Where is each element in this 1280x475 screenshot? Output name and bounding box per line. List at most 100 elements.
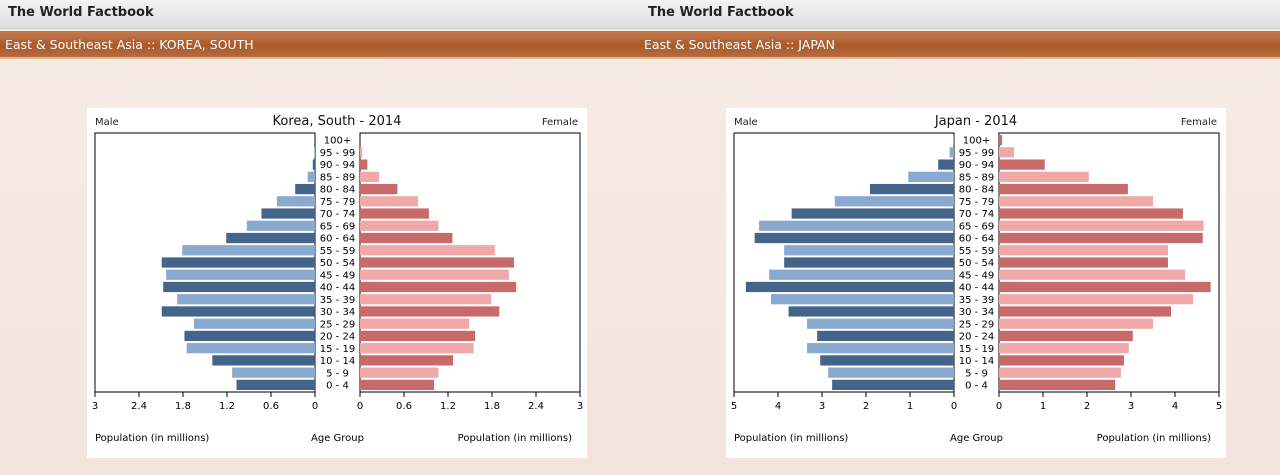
x-tick-label: 2 [1084, 401, 1090, 412]
female-bar [360, 355, 454, 366]
male-bar [194, 318, 315, 329]
male-bar [232, 367, 315, 378]
male-bar [791, 208, 954, 219]
x-tick-label: 3 [92, 401, 98, 412]
x-tick-label: 3 [577, 401, 583, 412]
female-bar [360, 171, 380, 182]
age-group-label: 20 - 24 [959, 332, 994, 343]
age-group-label: 70 - 74 [959, 209, 994, 220]
x-tick-label: 2.4 [528, 401, 544, 412]
app-titlebar: The World Factbook [640, 0, 1280, 29]
age-group-label: 75 - 79 [959, 197, 994, 208]
male-bar [820, 355, 954, 366]
region-header: East & Southeast Asia :: KOREA, SOUTH [0, 31, 640, 59]
male-bar [807, 343, 954, 354]
age-group-label: 100+ [963, 136, 990, 147]
app-title: The World Factbook [648, 5, 794, 20]
age-group-label: 5 - 9 [326, 368, 349, 379]
age-group-label: 50 - 54 [320, 258, 355, 269]
x-axis-label-center: Age Group [950, 433, 1003, 444]
male-bar [161, 306, 315, 317]
male-bar [236, 379, 315, 390]
male-bar [949, 147, 954, 158]
female-bar [999, 196, 1153, 207]
age-group-label: 95 - 99 [959, 148, 994, 159]
age-group-label: 75 - 79 [320, 197, 355, 208]
female-bar [360, 306, 500, 317]
male-bar [745, 281, 954, 293]
female-bar [360, 208, 429, 219]
female-bar [999, 379, 1116, 390]
female-bar [999, 135, 1003, 146]
x-tick-label: 0 [951, 401, 957, 412]
x-tick-label: 2 [863, 401, 869, 412]
male-bar [834, 196, 954, 207]
age-group-label: 0 - 4 [965, 381, 988, 392]
x-tick-label: 1.8 [484, 401, 500, 412]
male-bar [784, 245, 954, 256]
female-bar [999, 306, 1172, 317]
x-axis-label-left: Population (in millions) [734, 433, 848, 444]
age-group-label: 0 - 4 [326, 381, 349, 392]
x-tick-label: 5 [731, 401, 737, 412]
age-group-label: 5 - 9 [965, 368, 988, 379]
age-group-label: 30 - 34 [959, 307, 994, 318]
age-group-label: 50 - 54 [959, 258, 994, 269]
population-pyramid-card: Male Korea, South - 2014 Female 100+ 95 - 99… [87, 108, 587, 458]
female-bar [360, 379, 435, 390]
female-bar [360, 220, 439, 231]
female-bar [999, 159, 1045, 170]
female-label: Female [542, 117, 578, 128]
female-bar [999, 147, 1014, 158]
female-bar [999, 220, 1204, 231]
x-tick-label: 1.2 [440, 401, 456, 412]
male-bar [807, 318, 954, 329]
male-bar [938, 159, 954, 170]
japan-pane: The World Factbook East & Southeast Asia… [640, 0, 1280, 475]
male-bar [276, 196, 315, 207]
age-group-label: 30 - 34 [320, 307, 355, 318]
age-group-label: 35 - 39 [320, 295, 355, 306]
region-header: East & Southeast Asia :: JAPAN [640, 31, 1280, 59]
male-bar [314, 147, 315, 158]
korea-pane: The World Factbook East & Southeast Asia… [0, 0, 640, 458]
male-bar [312, 159, 315, 170]
age-group-label: 55 - 59 [959, 246, 994, 257]
age-group-label: 95 - 99 [320, 148, 355, 159]
male-bar [908, 171, 954, 182]
female-bar [360, 183, 398, 195]
male-label: Male [734, 117, 758, 128]
female-bar [999, 232, 1203, 244]
age-group-label: 45 - 49 [320, 270, 355, 281]
male-bar [295, 183, 315, 195]
app-titlebar: The World Factbook [0, 0, 640, 29]
x-axis-label-center: Age Group [311, 433, 364, 444]
female-bar [360, 294, 492, 305]
age-group-label: 40 - 44 [320, 283, 355, 294]
chart-title: Japan - 2014 [934, 114, 1017, 129]
female-bar [360, 245, 495, 256]
age-group-label: 65 - 69 [959, 221, 994, 232]
age-group-label: 10 - 14 [320, 356, 355, 367]
female-bar [999, 343, 1129, 354]
female-bar [999, 245, 1168, 256]
region-label: East & Southeast Asia :: JAPAN [644, 37, 835, 52]
x-tick-label: 0.6 [263, 401, 279, 412]
female-bar [360, 232, 453, 244]
age-group-label: 45 - 49 [959, 270, 994, 281]
age-group-label: 65 - 69 [320, 221, 355, 232]
age-group-label: 90 - 94 [959, 160, 994, 171]
female-bar [360, 318, 470, 329]
age-group-label: 80 - 84 [320, 185, 355, 196]
male-bar [161, 257, 315, 268]
age-group-label: 80 - 84 [959, 185, 994, 196]
female-bar [360, 330, 476, 342]
female-bar [360, 343, 474, 354]
female-bar [999, 269, 1186, 280]
female-bar [360, 257, 514, 268]
age-group-label: 35 - 39 [959, 295, 994, 306]
female-bar [999, 330, 1133, 342]
population-pyramid-card: Male Japan - 2014 Female 100+ 95 - 99 90 - 94… [726, 108, 1226, 458]
male-bar [246, 220, 315, 231]
